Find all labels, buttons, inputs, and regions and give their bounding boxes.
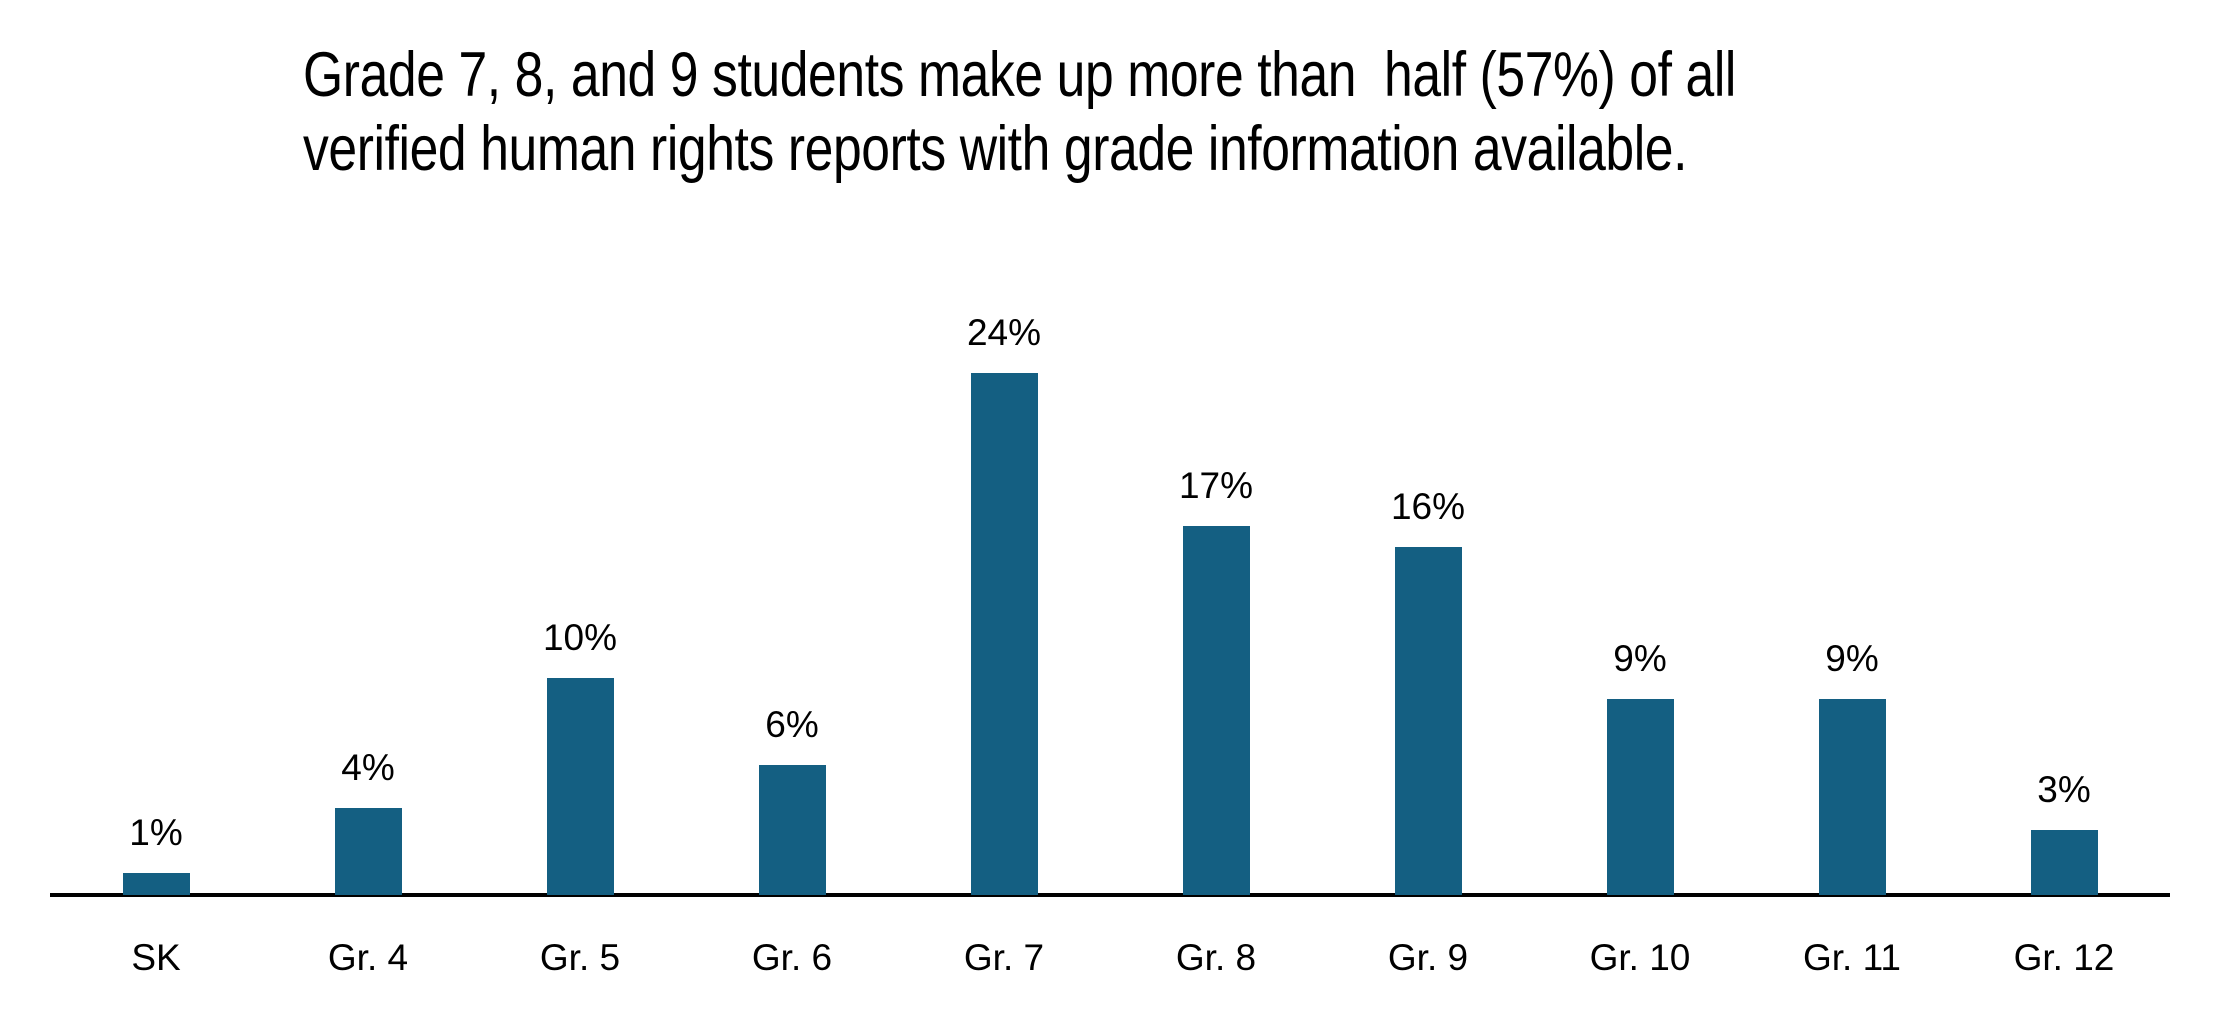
x-axis-line xyxy=(50,893,2170,897)
bar-value-label: 24% xyxy=(966,312,1042,353)
chart-title-line-1: Grade 7, 8, and 9 students make up more … xyxy=(303,40,1736,110)
x-axis-tick-label: Gr. 9 xyxy=(1387,937,1469,978)
x-axis-tick-label: Gr. 12 xyxy=(2013,937,2115,978)
bar xyxy=(970,373,1038,895)
x-axis-tick-label: Gr. 7 xyxy=(963,937,1045,978)
bar-value-label: 17% xyxy=(1178,465,1254,506)
bar xyxy=(2030,830,2098,895)
x-axis-tick-label: Gr. 4 xyxy=(327,937,409,978)
x-axis-tick-label: Gr. 6 xyxy=(751,937,833,978)
bar xyxy=(1818,699,1886,895)
x-axis-tick-label: SK xyxy=(131,937,181,978)
bar xyxy=(1606,699,1674,895)
bar-value-label: 9% xyxy=(1825,638,1879,679)
bar-value-label: 10% xyxy=(542,617,618,658)
x-axis-tick-label: Gr. 5 xyxy=(539,937,621,978)
bar-value-label: 16% xyxy=(1390,486,1466,527)
bar xyxy=(1182,526,1250,895)
chart-title: Grade 7, 8, and 9 students make up more … xyxy=(303,38,1736,186)
bar xyxy=(334,808,402,895)
bar-value-label: 1% xyxy=(129,812,183,853)
bar-value-label: 9% xyxy=(1613,638,1667,679)
bar-value-label: 6% xyxy=(765,704,819,745)
bar-value-label: 4% xyxy=(341,747,395,788)
chart-title-line-2: verified human rights reports with grade… xyxy=(303,114,1688,184)
bar xyxy=(546,678,614,895)
bar xyxy=(1394,547,1462,895)
x-axis-tick-label: Gr. 8 xyxy=(1175,937,1257,978)
x-axis-tick-label: Gr. 11 xyxy=(1802,937,1902,978)
bar xyxy=(122,873,190,895)
x-axis-tick-label: Gr. 10 xyxy=(1589,937,1691,978)
bar-value-label: 3% xyxy=(2037,769,2091,810)
bar xyxy=(758,765,826,895)
